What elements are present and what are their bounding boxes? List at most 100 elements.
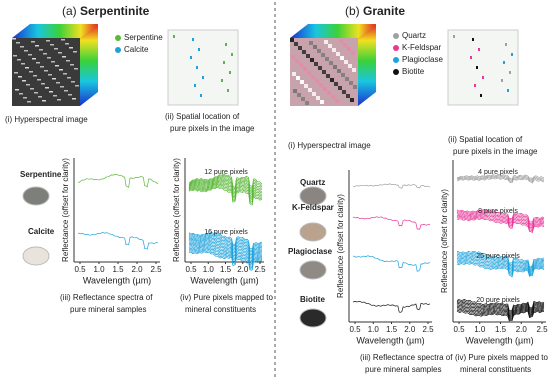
x-tick-label: 2.0 [404, 325, 416, 334]
x-tick-label: 2.0 [131, 265, 143, 274]
cube-texture [23, 97, 27, 99]
pure-pixel [231, 53, 233, 56]
x-tick-label: 2.0 [516, 325, 528, 334]
pure-pixel [200, 94, 202, 97]
pure-pixel [476, 66, 478, 69]
panel-label: (a) [62, 4, 77, 18]
pure-pixel [173, 35, 175, 38]
cube-texture [326, 74, 330, 78]
cube-texture [291, 55, 295, 59]
cube-texture [44, 70, 48, 72]
cube-texture [67, 77, 71, 79]
cube-texture [26, 84, 30, 86]
spectrum [456, 310, 545, 322]
legend-label: Plagioclase [402, 55, 443, 64]
x-tick-label: 2.5 [536, 325, 548, 334]
cube-texture [323, 87, 327, 91]
pure-pixel [223, 61, 225, 64]
cube-texture [28, 54, 32, 56]
pixel-count: 16 pure pixels [204, 229, 248, 236]
cube-texture [316, 96, 320, 100]
cube-top [12, 24, 98, 38]
spectrum [456, 210, 545, 225]
pure-pixel [509, 71, 511, 74]
pure-pixel [472, 38, 474, 41]
cube-texture [332, 48, 336, 52]
legend-dot [393, 33, 399, 39]
spectrum [188, 251, 263, 271]
cube-texture [15, 89, 19, 91]
pure-pixel [225, 43, 227, 46]
cube-texture [24, 50, 28, 52]
cube-texture [18, 76, 22, 78]
cube-texture [42, 100, 46, 102]
cube-texture [302, 50, 306, 54]
x-tick-label: 0.5 [185, 265, 197, 274]
panel-title: Serpentinite [80, 4, 150, 18]
sample-name: Plagioclase [288, 247, 333, 256]
cube-texture [328, 44, 332, 48]
legend-dot [393, 57, 399, 63]
cube-texture [325, 57, 329, 61]
y-axis-label: Reflectance (offset for clarity) [172, 158, 181, 262]
legend-dot [115, 47, 121, 53]
x-axis-label: Wavelength (µm) [190, 275, 258, 285]
cube-texture [353, 85, 357, 89]
cube-texture [352, 68, 356, 72]
legend-dot [393, 45, 399, 51]
cube-texture [58, 52, 62, 54]
x-tick-label: 2.5 [422, 325, 434, 334]
cube-texture [297, 93, 301, 97]
x-tick-label: 1.0 [203, 265, 215, 274]
spatial-map [447, 29, 519, 106]
pixel-count: 20 pure pixels [476, 297, 520, 304]
pixel-count: 12 pure pixels [204, 169, 248, 176]
spectrum [457, 176, 545, 183]
cube-texture [290, 38, 294, 42]
caption: pure pixels in the image [170, 124, 255, 133]
cube-texture [55, 65, 59, 67]
cube-texture [64, 90, 68, 92]
pure-pixel [505, 43, 507, 46]
cube-texture [39, 49, 43, 51]
legend-dot [393, 69, 399, 75]
spectrum [456, 209, 545, 223]
cube-texture [335, 99, 339, 103]
caption: (iv) Pure pixels mapped to [180, 293, 273, 302]
cube-texture [331, 95, 335, 99]
pure-pixel [198, 48, 200, 51]
cube-texture [320, 100, 324, 104]
spectrum [77, 232, 159, 250]
cube-texture [344, 60, 348, 64]
cube-texture [30, 88, 34, 90]
pure-pixel [478, 48, 480, 51]
spectrum [352, 216, 431, 230]
pure-pixel [229, 71, 231, 74]
sample-name: Serpentine [20, 170, 62, 179]
cube-texture [46, 40, 50, 42]
pure-pixel [202, 76, 204, 79]
panel-label: (b) [345, 4, 360, 18]
cube-texture [20, 46, 24, 48]
cube-texture [351, 51, 355, 55]
cube-texture [72, 98, 76, 100]
sample-rock [22, 186, 50, 206]
cube-texture [295, 59, 299, 63]
cube-texture [306, 54, 310, 58]
pure-pixel [221, 79, 223, 82]
sample-name: Biotite [300, 295, 325, 304]
sample-rock [299, 308, 327, 328]
legend-dot [115, 35, 121, 41]
cube-texture [292, 72, 296, 76]
caption: mineral constituents [460, 365, 531, 374]
pure-pixel [470, 56, 472, 59]
spectrum [188, 179, 262, 197]
cube-texture [342, 90, 346, 94]
cube-texture [303, 67, 307, 71]
sample-rock [299, 222, 327, 242]
cube-texture [22, 80, 26, 82]
cube-texture [305, 101, 309, 105]
cube-texture [17, 59, 21, 61]
cube-texture [337, 69, 341, 73]
